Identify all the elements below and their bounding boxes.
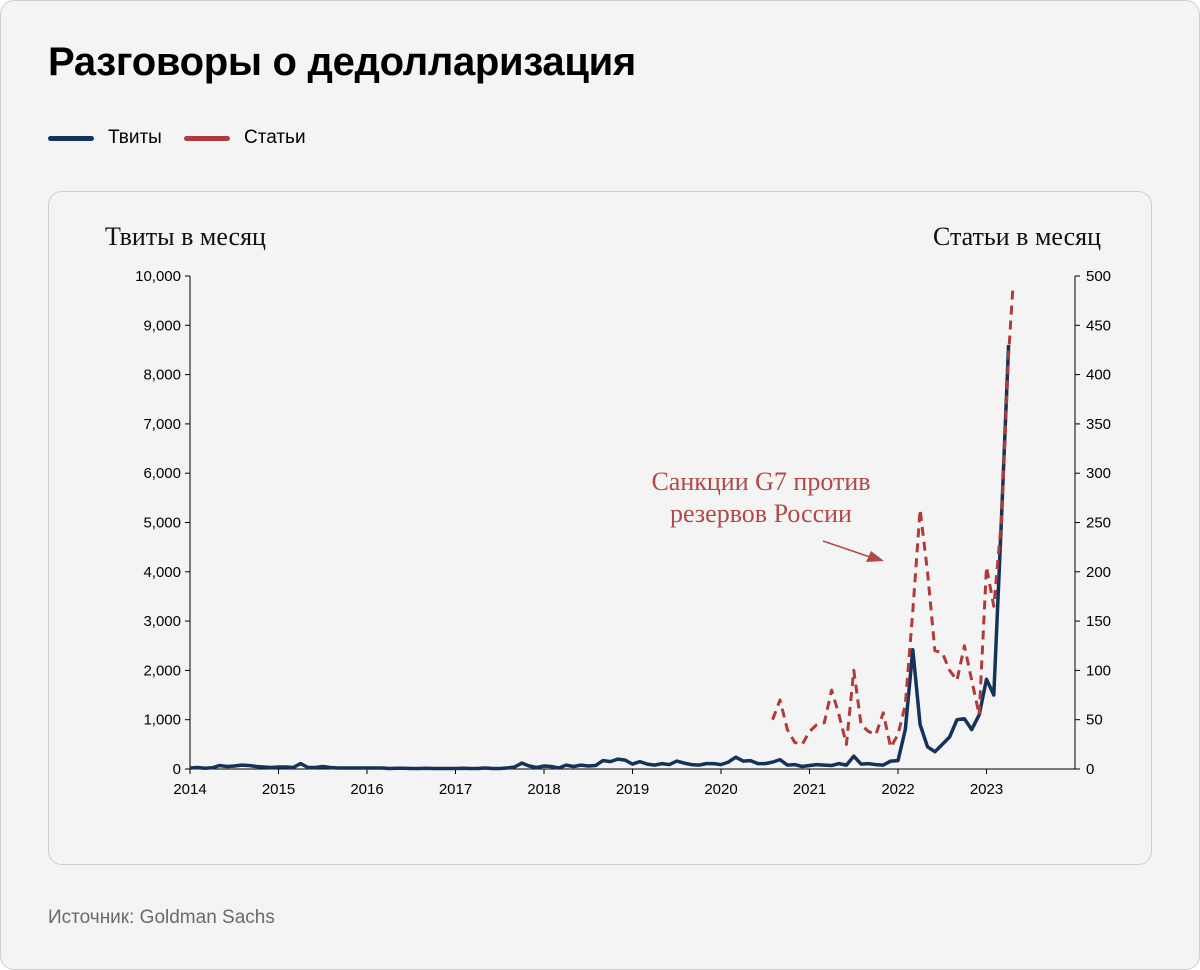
x-tick-label: 2018 — [527, 781, 560, 798]
y-left-tick-label: 0 — [173, 761, 181, 778]
y-left-tick-label: 7,000 — [143, 416, 181, 433]
x-tick-label: 2016 — [350, 781, 383, 798]
annotation: Санкции G7 против резервов России — [600, 466, 922, 530]
y-left-tick-label: 2,000 — [143, 662, 181, 679]
annotation-line-2: резервов России — [670, 499, 852, 528]
y-left-tick-label: 9,000 — [143, 317, 181, 334]
legend-item-articles: Статьи — [184, 124, 306, 152]
x-tick-label: 2017 — [439, 781, 472, 798]
x-tick-label: 2019 — [616, 781, 649, 798]
y-right-tick-label: 250 — [1086, 515, 1111, 532]
y-left-tick-label: 10,000 — [135, 268, 181, 285]
series-line-articles — [771, 285, 1015, 749]
y-left-tick-label: 3,000 — [143, 613, 181, 630]
y-left-tick-label: 1,000 — [143, 712, 181, 729]
annotation-line-1: Санкции G7 против — [651, 467, 871, 496]
y-right-tick-label: 350 — [1086, 416, 1111, 433]
legend-label-tweets: Твиты — [108, 127, 162, 148]
legend-swatch-articles — [184, 135, 230, 141]
x-tick-label: 2022 — [881, 781, 914, 798]
y-right-tick-label: 500 — [1086, 268, 1111, 285]
y-right-tick-label: 300 — [1086, 465, 1111, 482]
page-title: Разговоры о дедолларизация — [48, 40, 636, 84]
chart-panel — [48, 191, 1152, 865]
y-left-tick-label: 6,000 — [143, 465, 181, 482]
y-right-tick-label: 100 — [1086, 662, 1111, 679]
x-tick-label: 2020 — [704, 781, 737, 798]
x-tick-label: 2023 — [970, 781, 1003, 798]
y-right-tick-label: 150 — [1086, 613, 1111, 630]
y-left-tick-label: 4,000 — [143, 564, 181, 581]
x-tick-label: 2015 — [262, 781, 295, 798]
y-right-tick-label: 50 — [1086, 712, 1103, 729]
y-right-tick-label: 0 — [1086, 761, 1094, 778]
annotation-arrow-head — [866, 551, 884, 562]
legend-label-articles: Статьи — [244, 127, 306, 148]
x-tick-label: 2021 — [793, 781, 826, 798]
y-right-tick-label: 450 — [1086, 317, 1111, 334]
legend-item-tweets: Твиты — [48, 124, 162, 152]
y-right-tick-label: 200 — [1086, 564, 1111, 581]
annotation-arrow-line — [822, 540, 871, 558]
series-line-tweets — [189, 344, 1011, 771]
x-tick-label: 2014 — [173, 781, 206, 798]
y-right-tick-label: 400 — [1086, 367, 1111, 384]
y-left-tick-label: 8,000 — [143, 367, 181, 384]
source-note: Источник: Goldman Sachs — [48, 907, 275, 928]
y-left-tick-label: 5,000 — [143, 515, 181, 532]
y-axis-title-left: Твиты в месяц — [105, 222, 266, 251]
legend-swatch-tweets — [48, 135, 94, 141]
y-axis-title-right: Статьи в месяц — [933, 222, 1102, 251]
